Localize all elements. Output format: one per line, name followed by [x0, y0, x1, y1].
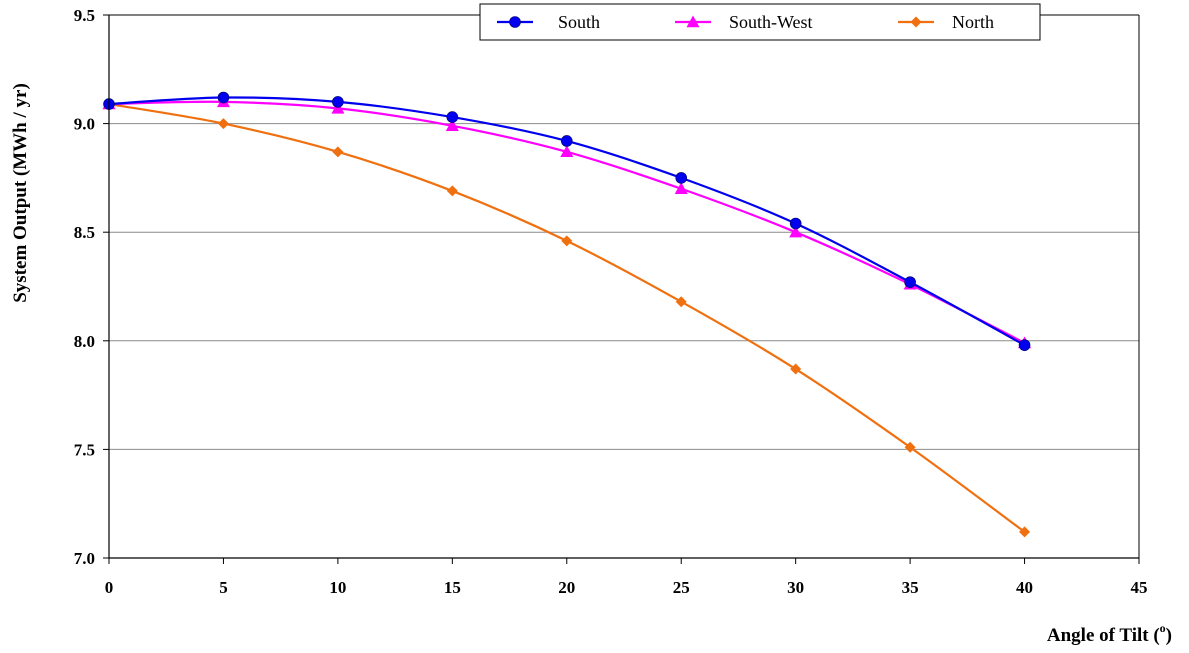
- data-point: [790, 363, 802, 375]
- x-tick-label: 40: [1016, 578, 1033, 597]
- x-tick-label: 0: [105, 578, 114, 597]
- gridlines: [109, 14, 1139, 450]
- y-tick-label: 7.0: [74, 549, 95, 568]
- data-point: [560, 145, 574, 158]
- data-point: [1018, 339, 1031, 351]
- series-line: [108, 96, 1026, 347]
- data-point: [675, 172, 688, 184]
- legend-entry: South: [497, 12, 600, 32]
- x-axis-title-close: ): [1166, 625, 1172, 646]
- legend-marker: [509, 16, 521, 28]
- legend-label: North: [952, 12, 994, 32]
- data-point: [904, 276, 916, 288]
- data-point: [331, 101, 345, 114]
- series-line: [108, 102, 1026, 533]
- data-point: [675, 296, 687, 308]
- y-tick-label: 8.5: [74, 223, 95, 242]
- x-axis-title-superscript: o: [1160, 621, 1166, 635]
- x-tick-label: 20: [558, 578, 575, 597]
- x-tick-label: 5: [219, 578, 228, 597]
- data-point: [217, 91, 230, 104]
- y-tick-label: 9.5: [74, 6, 95, 25]
- legend-entry: North: [898, 12, 994, 32]
- series-south: [103, 91, 1031, 351]
- y-tick-label: 7.5: [74, 440, 95, 459]
- legend-label: South: [558, 12, 600, 32]
- data-point: [446, 185, 458, 197]
- x-tick-label: 25: [673, 578, 690, 597]
- x-tick-label: 15: [444, 578, 461, 597]
- series-line: [108, 100, 1026, 344]
- data-point: [789, 225, 803, 238]
- data-point: [789, 217, 802, 230]
- legend-marker: [686, 15, 700, 28]
- legend-label: South-West: [729, 12, 813, 32]
- x-axis-title-main: Angle of Tilt (: [1047, 625, 1160, 646]
- legend: South South-West North: [479, 3, 1041, 41]
- y-tick-label: 8.0: [74, 332, 95, 351]
- y-tick-label: 9.0: [74, 115, 95, 134]
- x-tick-label: 35: [902, 578, 919, 597]
- x-axis-title: Angle of Tilt (o): [1047, 621, 1172, 646]
- legend-box: [479, 3, 1041, 41]
- data-point: [446, 111, 459, 123]
- data-point: [217, 118, 229, 130]
- y-axis-title: System Output (MWh / yr): [10, 83, 31, 303]
- data-point: [332, 146, 344, 158]
- legend-marker: [910, 16, 922, 28]
- series-layer: [102, 91, 1032, 538]
- data-point: [560, 135, 573, 147]
- data-point: [561, 235, 573, 247]
- x-tick-label: 10: [329, 578, 346, 597]
- x-tick-label: 45: [1131, 578, 1148, 597]
- tick-labels: 7.0 7.5 8.0 8.5 9.0 9.5 0 5 10 15 20 25 30 35 40 45: [74, 6, 1148, 597]
- data-point: [1019, 526, 1031, 538]
- legend-entry: South-West: [675, 12, 813, 32]
- series-north: [103, 98, 1031, 538]
- series-south-west: [102, 95, 1032, 349]
- data-point: [674, 182, 688, 194]
- data-point: [332, 96, 344, 108]
- data-point: [445, 119, 459, 131]
- x-tick-label: 30: [787, 578, 804, 597]
- data-point: [904, 441, 916, 453]
